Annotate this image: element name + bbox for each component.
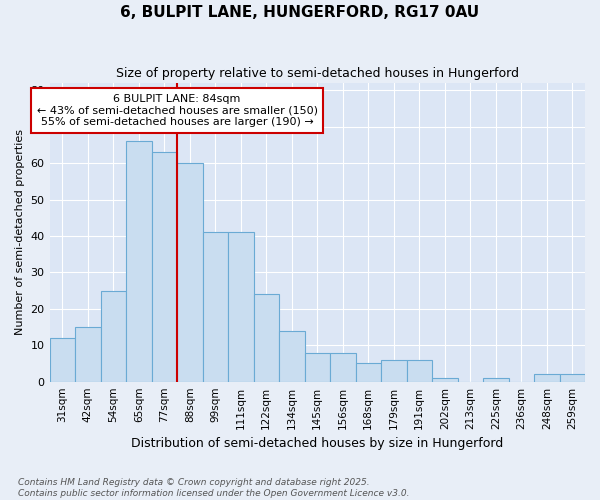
Bar: [330, 352, 356, 382]
Bar: [534, 374, 560, 382]
Bar: [101, 290, 126, 382]
Bar: [560, 374, 585, 382]
Bar: [177, 163, 203, 382]
Bar: [75, 327, 101, 382]
Bar: [381, 360, 407, 382]
Title: Size of property relative to semi-detached houses in Hungerford: Size of property relative to semi-detach…: [116, 68, 519, 80]
X-axis label: Distribution of semi-detached houses by size in Hungerford: Distribution of semi-detached houses by …: [131, 437, 503, 450]
Bar: [279, 330, 305, 382]
Y-axis label: Number of semi-detached properties: Number of semi-detached properties: [15, 130, 25, 336]
Bar: [228, 232, 254, 382]
Bar: [203, 232, 228, 382]
Bar: [254, 294, 279, 382]
Bar: [152, 152, 177, 382]
Bar: [407, 360, 432, 382]
Bar: [432, 378, 458, 382]
Bar: [483, 378, 509, 382]
Text: Contains HM Land Registry data © Crown copyright and database right 2025.
Contai: Contains HM Land Registry data © Crown c…: [18, 478, 409, 498]
Text: 6, BULPIT LANE, HUNGERFORD, RG17 0AU: 6, BULPIT LANE, HUNGERFORD, RG17 0AU: [121, 5, 479, 20]
Bar: [126, 142, 152, 382]
Bar: [356, 364, 381, 382]
Text: 6 BULPIT LANE: 84sqm
← 43% of semi-detached houses are smaller (150)
55% of semi: 6 BULPIT LANE: 84sqm ← 43% of semi-detac…: [37, 94, 317, 127]
Bar: [305, 352, 330, 382]
Bar: [50, 338, 75, 382]
